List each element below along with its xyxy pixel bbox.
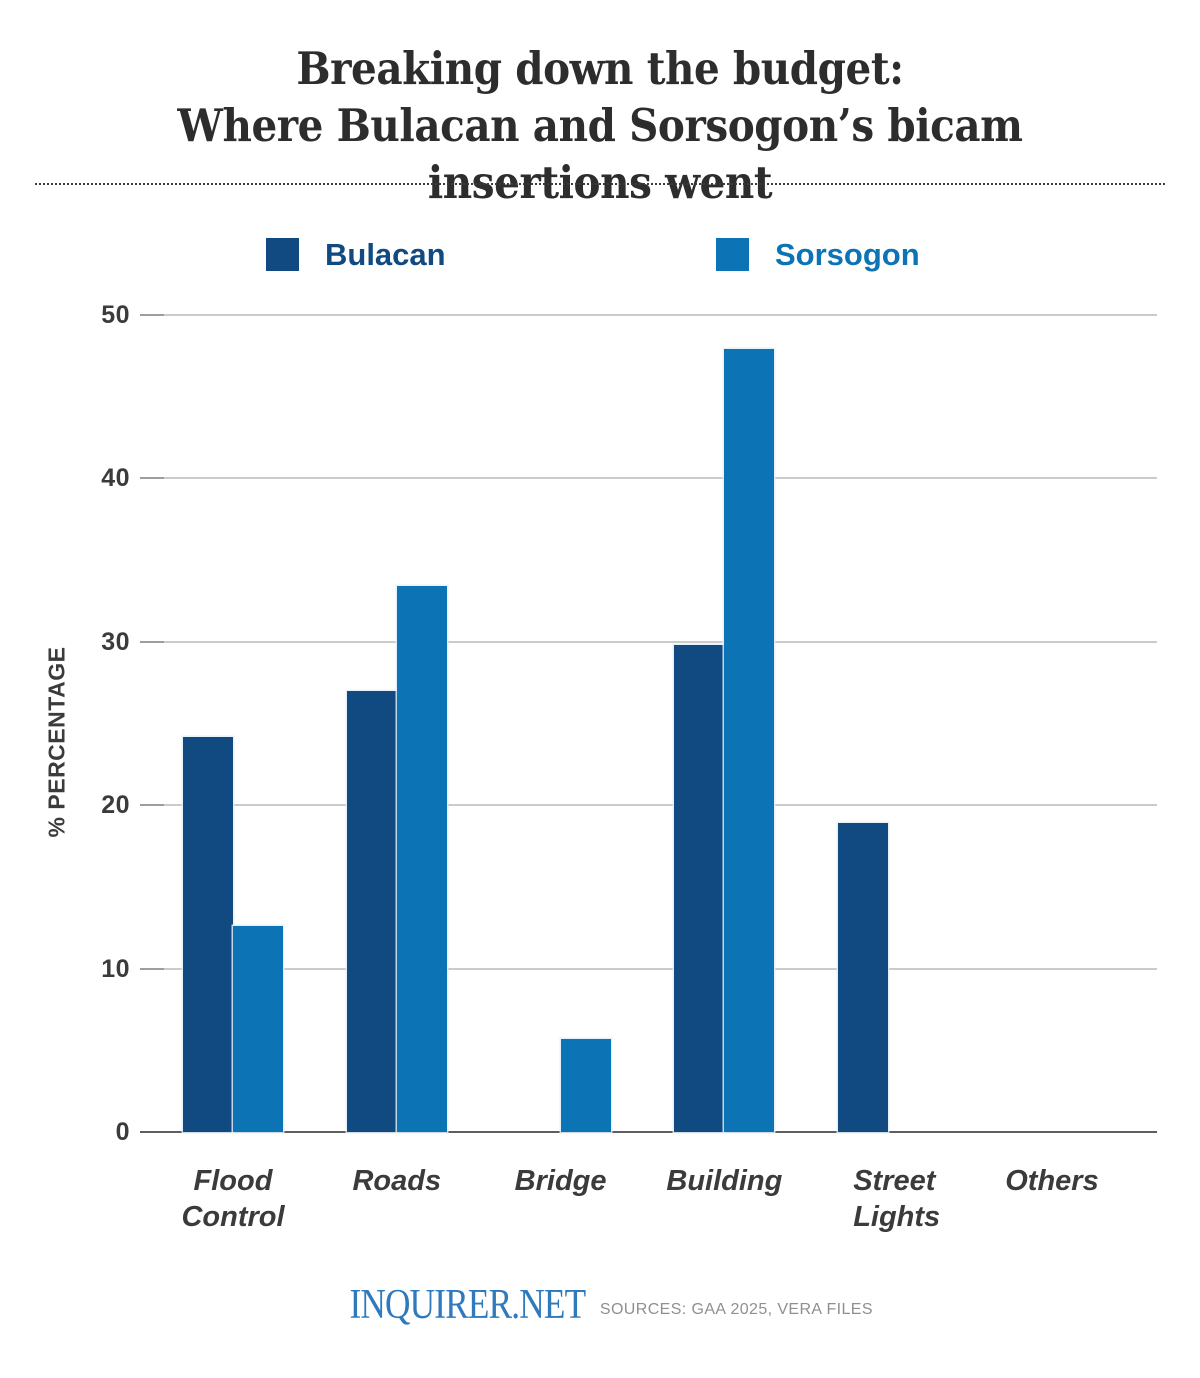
bar-bulacan-street-lights	[838, 823, 889, 1132]
bar-bulacan-roads	[346, 690, 397, 1132]
y-tick-mark	[140, 314, 164, 316]
title-line-2: Where Bulacan and Sorsogon’s bicam inser…	[177, 99, 1023, 209]
page-title: Breaking down the budget: Where Bulacan a…	[60, 40, 1140, 211]
sorsogon-color-swatch	[716, 238, 749, 271]
bar-sorsogon-flood-control	[233, 926, 283, 1132]
x-label-roads: Roads	[352, 1165, 442, 1197]
y-tick-mark	[140, 640, 164, 643]
y-tick-label-50: 50	[101, 301, 130, 329]
inquirer-logo: INQUIRER.NET	[349, 1282, 587, 1328]
gridline-40	[140, 477, 1157, 480]
legend-item-sorsogon: Sorsogon	[716, 238, 920, 271]
gridline-20	[140, 804, 1157, 807]
gridline-50	[140, 314, 1157, 316]
y-tick-label-20: 20	[101, 791, 130, 820]
y-tick-label-30: 30	[101, 627, 130, 656]
y-tick-label-0: 0	[115, 1118, 130, 1146]
x-label-building: Building	[666, 1165, 783, 1197]
gridline-30	[140, 640, 1157, 643]
bar-bulacan-building	[674, 645, 725, 1132]
dotted-divider	[35, 183, 1165, 185]
gridline-10	[140, 967, 1157, 970]
x-axis-baseline	[140, 1130, 1157, 1134]
x-label-street-lights: Street Lights	[853, 1165, 941, 1233]
bar-bulacan-flood-control	[183, 736, 233, 1132]
bar-sorsogon-building	[724, 349, 775, 1132]
x-label-flood-control: Flood Control	[181, 1165, 285, 1233]
y-tick-mark	[140, 804, 164, 807]
y-tick-label-10: 10	[101, 954, 130, 983]
sources-text: SOURCES: GAA 2025, VERA FILES	[599, 1301, 873, 1318]
y-tick-mark	[140, 477, 164, 480]
legend-label-bulacan: Bulacan	[325, 237, 446, 272]
y-tick-mark	[140, 967, 164, 970]
footer: INQUIRER.NET SOURCES: GAA 2025, VERA FIL…	[0, 1284, 1200, 1326]
y-tick-label-40: 40	[101, 464, 130, 493]
x-label-bridge: Bridge	[514, 1165, 607, 1197]
bar-sorsogon-bridge	[560, 1038, 611, 1132]
x-label-others: Others	[1005, 1165, 1099, 1197]
bar-sorsogon-roads	[396, 586, 447, 1132]
title-line-1: Breaking down the budget:	[296, 42, 904, 95]
legend-item-bulacan: Bulacan	[266, 238, 446, 271]
legend-label-sorsogon: Sorsogon	[775, 237, 920, 272]
bulacan-color-swatch	[266, 238, 299, 271]
